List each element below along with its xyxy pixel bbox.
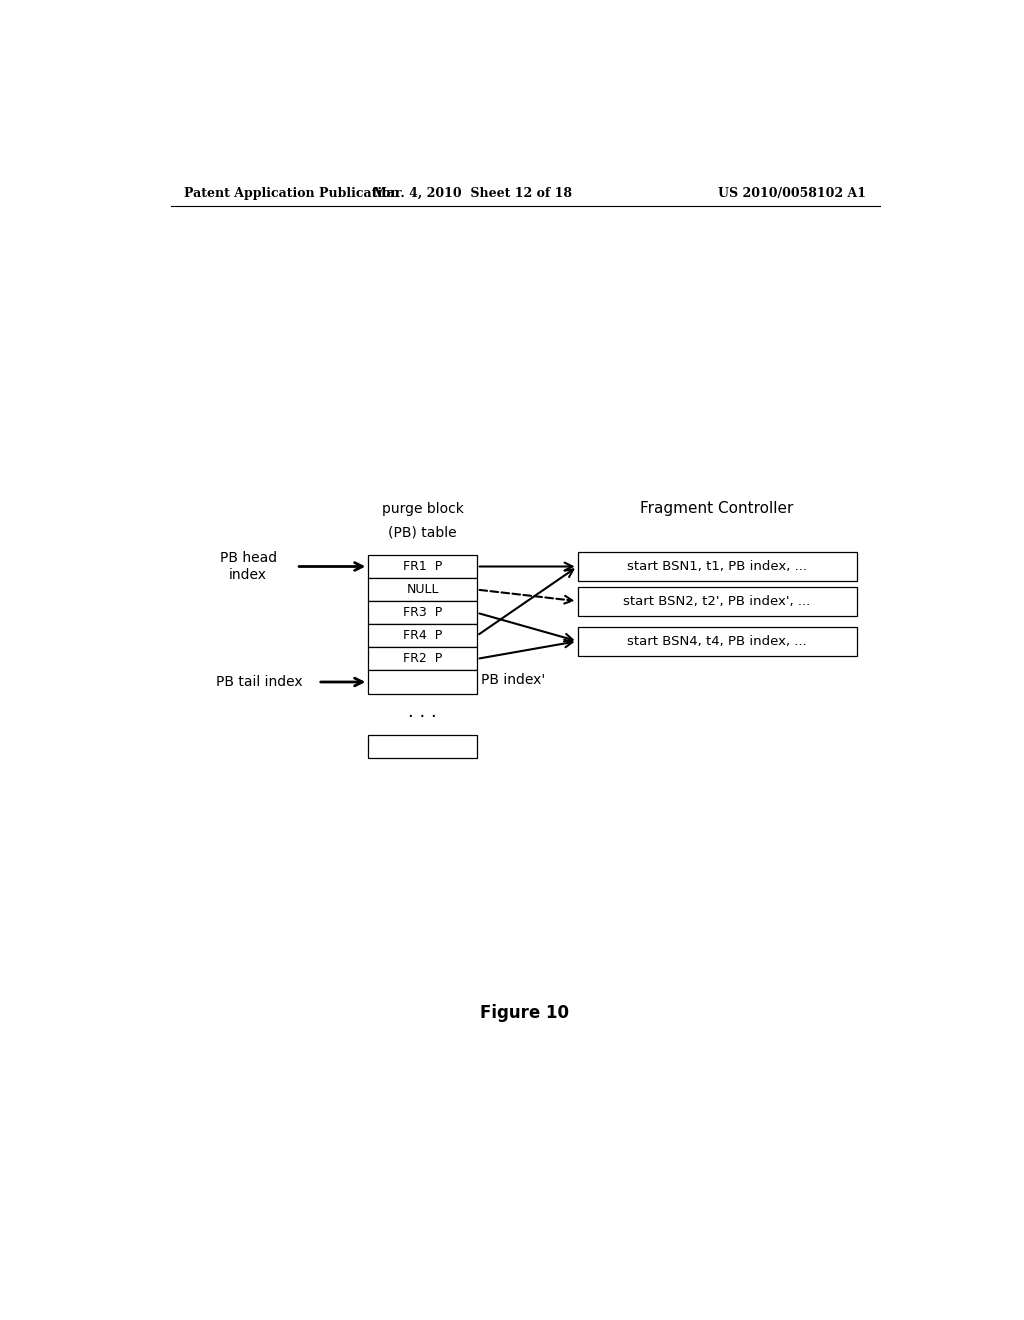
Text: (PB) table: (PB) table [388, 525, 457, 540]
Text: purge block: purge block [382, 503, 464, 516]
Bar [578, 627, 856, 656]
Text: start BSN1, t1, PB index, ...: start BSN1, t1, PB index, ... [627, 560, 807, 573]
Bar [578, 552, 856, 581]
Bar [369, 554, 477, 578]
Text: Mar. 4, 2010  Sheet 12 of 18: Mar. 4, 2010 Sheet 12 of 18 [374, 186, 572, 199]
Text: start BSN2, t2', PB index', ...: start BSN2, t2', PB index', ... [624, 594, 811, 607]
Text: Fragment Controller: Fragment Controller [640, 502, 794, 516]
Bar [578, 586, 856, 616]
Bar [369, 647, 477, 671]
Text: NULL: NULL [407, 583, 438, 597]
Bar [369, 624, 477, 647]
Text: FR3  P: FR3 P [402, 606, 442, 619]
Text: start BSN4, t4, PB index, ...: start BSN4, t4, PB index, ... [627, 635, 807, 648]
Bar [369, 601, 477, 624]
Bar [369, 578, 477, 601]
Text: Patent Application Publication: Patent Application Publication [183, 186, 399, 199]
Text: Figure 10: Figure 10 [480, 1005, 569, 1022]
Text: FR4  P: FR4 P [402, 630, 442, 643]
Text: PB tail index: PB tail index [216, 675, 303, 689]
Bar [369, 735, 477, 758]
Text: FR1  P: FR1 P [402, 560, 442, 573]
Bar [369, 671, 477, 693]
Text: US 2010/0058102 A1: US 2010/0058102 A1 [718, 186, 866, 199]
Text: PB head
index: PB head index [219, 552, 276, 582]
Text: FR2  P: FR2 P [402, 652, 442, 665]
Text: . . .: . . . [409, 702, 437, 721]
Text: PB index': PB index' [480, 673, 545, 686]
